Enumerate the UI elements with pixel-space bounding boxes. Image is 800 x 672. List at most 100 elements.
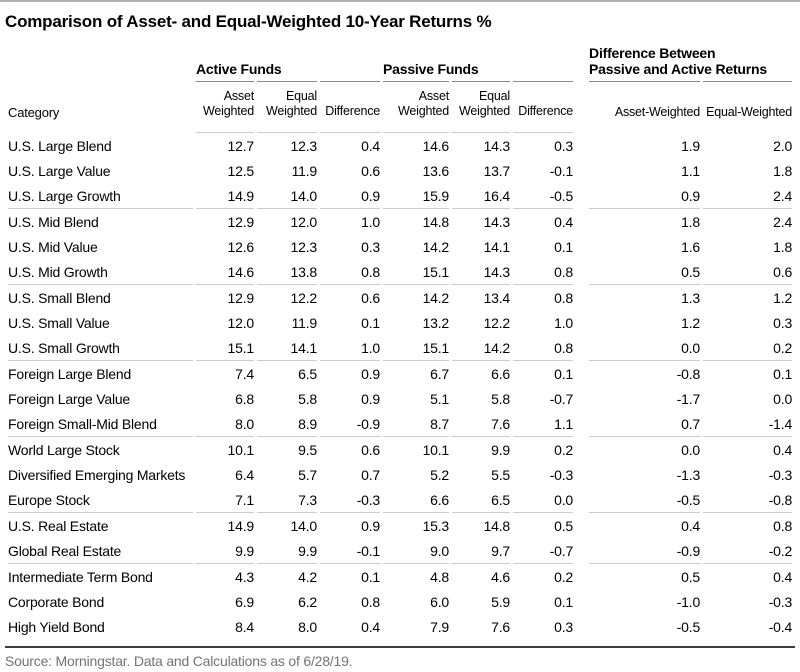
cell-value: 14.8 [452,512,510,538]
cell-value: 14.9 [227,188,255,204]
table-header: Active Funds Passive Funds Difference Be… [8,35,792,133]
cell-value: 1.2 [681,315,701,331]
cell-value: 2.4 [703,208,792,234]
group-header-row: Active Funds Passive Funds Difference Be… [8,35,792,81]
cell-value: -0.2 [768,543,793,559]
group-rule-segment [196,81,254,82]
cell-value: 1.1 [681,163,701,179]
cell-value: 9.9 [298,543,317,559]
cell-value: 4.6 [452,563,510,589]
cell-value: -0.4 [768,619,793,635]
cell-value: 0.8 [703,512,792,538]
cell-value: 12.6 [227,239,255,255]
row-category: Corporate Bond [8,594,105,610]
page-title: Comparison of Asset- and Equal-Weighted … [5,12,492,31]
cell-value: 1.2 [703,284,792,310]
cell-value: 5.1 [430,391,450,407]
cell-value: 0.4 [703,563,792,589]
cell-value: 0.3 [773,315,793,331]
row-category: U.S. Large Value [8,163,111,179]
cell-value: 0.3 [361,239,381,255]
table-row: Europe Stock 7.1 7.3 -0.3 6.6 6.5 0.0 -0.5 -0.8 [8,487,792,512]
group-gap [576,208,586,234]
cell-value: 1.0 [320,208,380,234]
cell-value: 0.0 [589,436,700,462]
row-category: Diversified Emerging Markets [8,467,186,483]
cell-value: 0.2 [513,563,573,589]
cell-value: 5.8 [491,391,511,407]
cell-value: 0.8 [554,264,574,280]
cell-value: -1.4 [768,416,793,432]
group-gap [576,133,586,158]
group-header-active: Active Funds [196,61,282,77]
column-header-category: Category [8,105,60,120]
cell-value: 1.8 [773,163,793,179]
group-underline-row [8,81,793,82]
cell-value: 0.1 [361,315,381,331]
group-gap [576,234,586,259]
group-gap [576,360,586,386]
table-row: Foreign Large Blend 7.4 6.5 0.9 6.7 6.6 0.1 -0.… [8,360,792,386]
group-gap [576,335,586,360]
cell-value: 14.2 [383,284,449,310]
cell-value: 15.3 [383,512,449,538]
content-area: Comparison of Asset- and Equal-Weighted … [0,11,800,670]
cell-value: 12.7 [227,138,255,154]
column-header-active-equal-weighted: Equal Weighted [257,82,317,133]
cell-value: 0.1 [554,239,574,255]
cell-value: 7.1 [235,492,254,508]
cell-value: 14.3 [483,264,511,280]
cell-value: 0.8 [513,284,573,310]
difference-header-line2: Passive and Active Returns [589,61,767,77]
cell-value: 12.2 [483,315,511,331]
cell-value: 13.8 [290,264,318,280]
cell-value: 11.9 [291,315,318,331]
cell-value: 8.0 [298,619,317,635]
group-gap [576,589,586,614]
table-row: Intermediate Term Bond 4.3 4.2 0.1 4.8 4.6 0.2… [8,563,792,589]
group-rule-segment [320,81,381,82]
cell-value: 1.8 [773,239,793,255]
cell-value: 14.9 [196,512,254,538]
group-gap [576,35,586,81]
cell-value: 14.6 [422,138,450,154]
group-header-passive: Passive Funds [383,61,479,77]
table-row: U.S. Real Estate 14.9 14.0 0.9 15.3 14.8 0.5 0.… [8,512,792,538]
cell-value: 12.2 [257,284,317,310]
difference-header-line1: Difference Between [589,45,716,61]
cell-value: 0.5 [589,563,700,589]
row-category: World Large Stock [8,436,193,462]
group-gap [576,158,586,183]
cell-value: 8.0 [235,416,254,432]
table-row: Foreign Small-Mid Blend 8.0 8.9 -0.9 8.7 7.6 1… [8,411,792,436]
cell-value: -0.5 [676,619,701,635]
row-category: Europe Stock [8,492,90,508]
row-category: Global Real Estate [8,543,122,559]
cell-value: -0.5 [549,188,574,204]
row-category: Foreign Large Blend [8,360,193,386]
row-category: U.S. Mid Value [8,239,98,255]
row-category: High Yield Bond [8,619,105,635]
cell-value: 14.1 [290,340,318,356]
cell-value: 12.9 [196,208,254,234]
cell-value: 5.7 [298,467,317,483]
cell-value: 0.4 [589,512,700,538]
group-gap [576,259,586,284]
cell-value: 5.5 [491,467,511,483]
cell-value: -0.9 [676,543,701,559]
cell-value: 15.1 [227,340,255,356]
row-category: Intermediate Term Bond [8,563,193,589]
table-row: U.S. Large Growth 14.9 14.0 0.9 15.9 16.4 -0.5… [8,183,792,208]
cell-value: 0.9 [361,391,381,407]
cell-value: 0.4 [703,436,792,462]
cell-value: -0.8 [589,360,700,386]
cell-value: 10.1 [196,436,254,462]
group-gap [576,436,586,462]
cell-value: 14.6 [227,264,255,280]
group-rule-segment [703,81,793,82]
table-row: U.S. Small Blend 12.9 12.2 0.6 14.2 13.4 0.8 1.… [8,284,792,310]
cell-value: 12.0 [227,315,255,331]
cell-value: -0.3 [549,467,574,483]
cell-value: -0.7 [549,391,574,407]
returns-table: Active Funds Passive Funds Difference Be… [5,35,795,639]
